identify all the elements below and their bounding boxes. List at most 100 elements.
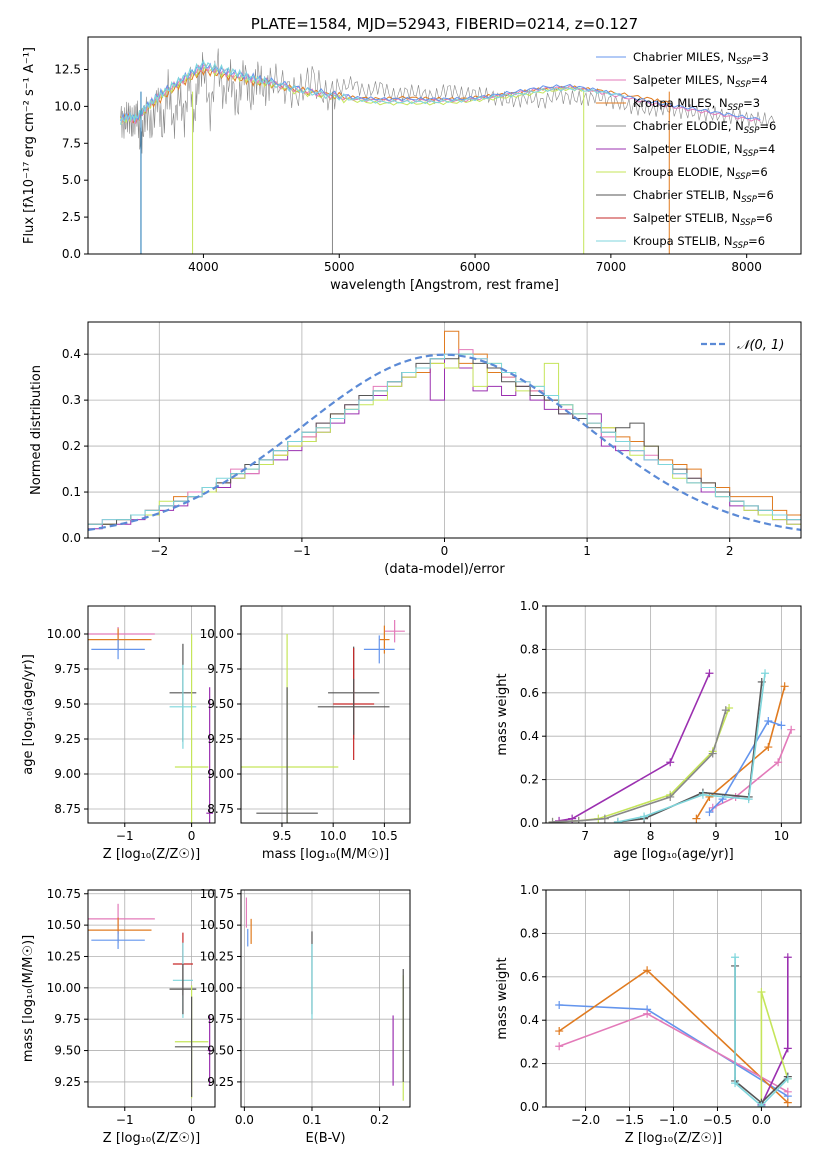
y-axis-label: mass weight — [495, 957, 510, 1039]
weight-point-marker — [783, 1098, 792, 1107]
weight-point-marker — [783, 1044, 792, 1053]
y-tick-label: 8.75 — [54, 802, 81, 816]
y-tick-label: 0.6 — [520, 686, 539, 700]
x-axis-label: (data-model)/error — [384, 562, 505, 577]
axes-frame — [87, 605, 216, 824]
weight-point-marker — [574, 816, 583, 823]
mass-vs-metallicity-panel: −1 0 9.25 9.50 9.75 10.00 10.25 10.50 10.75 Z [lo… — [21, 887, 216, 1146]
x-tick-label: 0.1 — [302, 1113, 321, 1127]
y-tick-label: 0.1 — [62, 485, 81, 499]
weight-point-marker — [787, 725, 796, 734]
x-axis-label: E(B-V) — [305, 1131, 345, 1146]
weight-vs-age-panel: 7 8 9 10 0.0 0.2 0.4 0.6 0.8 1.0 age [log₁₀(age/yr… — [495, 599, 802, 862]
y-tick-label: 0.2 — [520, 773, 539, 787]
weight-point-marker — [744, 795, 753, 804]
spectrum-panel: 4000 5000 6000 7000 8000 0.0 2.5 5.0 7.5 10.0 12.5… — [22, 15, 802, 293]
x-tick-label: −0.5 — [703, 1113, 732, 1127]
legend-entry: Chabrier STELIB, NSSP=6 — [633, 188, 774, 205]
weight-series-line — [712, 729, 792, 809]
y-tick-label: 10.50 — [200, 918, 234, 932]
weight-point-marker — [692, 814, 701, 823]
plot-area — [88, 903, 212, 1099]
weight-point-marker — [780, 682, 789, 691]
x-axis-label: Z [log₁₀(Z/Z☉)] — [625, 1131, 722, 1146]
x-tick-label: 2 — [726, 544, 734, 558]
x-tick-label: 8 — [647, 829, 655, 843]
x-tick-label: 6000 — [460, 260, 491, 274]
y-tick-label: 9.75 — [54, 662, 81, 676]
y-tick-label: 9.25 — [207, 1075, 234, 1089]
y-tick-label: 0.8 — [520, 926, 539, 940]
residual-histogram-panel: −2 −1 0 1 2 0.0 0.1 0.2 0.3 0.4 (data-model)/error… — [29, 321, 802, 577]
y-axis-label: Flux [fλ10⁻¹⁷ erg cm⁻² s⁻¹ A⁻¹] — [22, 47, 37, 244]
y-tick-label: 0.3 — [62, 393, 81, 407]
y-axis-label: mass weight — [495, 673, 510, 755]
x-tick-label: 5000 — [324, 260, 355, 274]
x-tick-label: −1 — [116, 829, 134, 843]
x-tick-label: 0.0 — [235, 1113, 254, 1127]
weight-point-marker — [698, 790, 707, 799]
x-axis-label: Z [log₁₀(Z/Z☉)] — [103, 847, 200, 862]
weight-point-marker — [783, 953, 792, 962]
axes-frame — [545, 889, 802, 1108]
axes-frame — [87, 321, 802, 539]
weight-point-marker — [757, 1101, 766, 1107]
legend-entry: Kroupa ELODIE, NSSP=6 — [633, 165, 768, 182]
weight-point-marker — [731, 953, 740, 962]
weight-point-marker — [764, 717, 773, 726]
y-tick-label: 9.50 — [54, 697, 81, 711]
plot-area — [548, 669, 796, 823]
weight-point-marker — [643, 1009, 652, 1018]
y-axis-label: Normed distribution — [29, 365, 44, 495]
weight-point-marker — [613, 817, 622, 823]
legend-entry: Kroupa STELIB, NSSP=6 — [633, 234, 765, 251]
weight-point-marker — [708, 749, 717, 758]
y-tick-label: 0.0 — [520, 1100, 539, 1114]
y-tick-label: 10.00 — [200, 627, 234, 641]
y-tick-label: 1.0 — [520, 883, 539, 897]
weight-series-line — [760, 991, 789, 1103]
weight-series-line — [617, 681, 763, 823]
x-tick-label: −1 — [116, 1113, 134, 1127]
x-tick-label: −1.0 — [659, 1113, 688, 1127]
y-tick-label: 10.25 — [200, 949, 234, 963]
x-tick-label: 7000 — [596, 260, 627, 274]
weight-point-marker — [777, 721, 786, 730]
y-tick-label: 0.6 — [520, 970, 539, 984]
y-tick-label: 9.25 — [54, 1075, 81, 1089]
y-tick-label: 0.0 — [62, 531, 81, 545]
legend-entry: Salpeter STELIB, NSSP=6 — [633, 211, 773, 228]
y-tick-label: 10.50 — [47, 918, 81, 932]
y-tick-label: 9.50 — [207, 697, 234, 711]
x-axis-label: age [log₁₀(age/yr)] — [613, 847, 734, 862]
weight-point-marker — [783, 1087, 792, 1096]
y-tick-label: 9.75 — [207, 662, 234, 676]
y-tick-label: 12.5 — [54, 62, 81, 76]
axes-frame — [240, 889, 411, 1108]
y-tick-label: 9.25 — [207, 732, 234, 746]
x-tick-label: 0.0 — [752, 1113, 771, 1127]
plot-area — [120, 48, 775, 254]
normal-curve-line — [88, 353, 801, 531]
x-tick-label: 8000 — [731, 260, 762, 274]
x-tick-label: 0 — [441, 544, 449, 558]
x-tick-label: −2 — [150, 544, 168, 558]
x-tick-label: 1 — [583, 544, 591, 558]
y-tick-label: 9.75 — [207, 1012, 234, 1026]
x-tick-label: 0 — [188, 829, 196, 843]
legend-entry: Chabrier ELODIE, NSSP=6 — [633, 119, 776, 136]
x-tick-label: 10.0 — [320, 829, 347, 843]
spectrum-series-line — [120, 48, 775, 159]
weight-point-marker — [731, 1079, 740, 1088]
x-tick-label: 4000 — [188, 260, 219, 274]
y-axis-label: age [log₁₀(age/yr)] — [21, 654, 36, 775]
weight-series-line — [617, 673, 766, 823]
y-tick-label: 9.00 — [54, 767, 81, 781]
x-tick-label: 9.5 — [272, 829, 291, 843]
x-tick-label: 0 — [188, 1113, 196, 1127]
y-tick-label: 10.00 — [200, 981, 234, 995]
weight-point-marker — [555, 1001, 564, 1010]
legend-entry: Salpeter MILES, NSSP=4 — [633, 73, 768, 90]
y-tick-label: 8.75 — [207, 802, 234, 816]
weight-point-marker — [555, 1027, 564, 1036]
